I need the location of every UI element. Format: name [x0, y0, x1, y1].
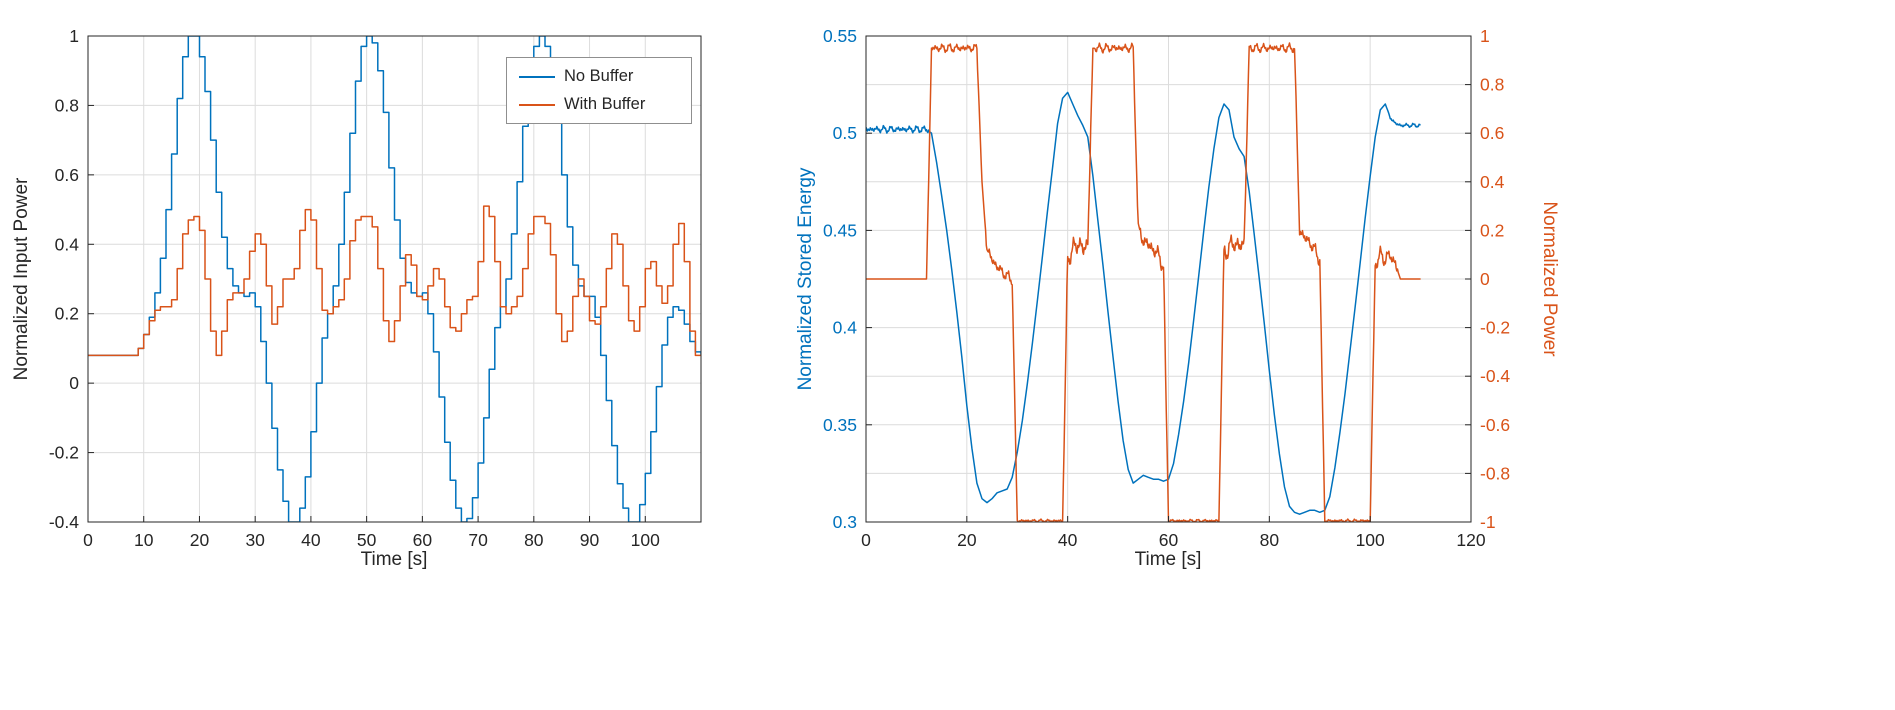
svg-text:60: 60 — [413, 530, 433, 550]
buffer-energy-power-chart: 0 20 40 60 80 100 120 0.3 0.35 0.4 0.45 0.5 0.55 -1 -0… — [760, 0, 1895, 600]
svg-text:80: 80 — [524, 530, 544, 550]
svg-text:0.5: 0.5 — [833, 123, 857, 143]
svg-text:80: 80 — [1260, 530, 1280, 550]
left-chart-xlabel: Time [s] — [360, 549, 428, 570]
svg-text:-0.6: -0.6 — [1480, 415, 1510, 435]
svg-text:-0.8: -0.8 — [1480, 463, 1510, 483]
svg-text:40: 40 — [1058, 530, 1078, 550]
svg-text:30: 30 — [245, 530, 265, 550]
input-power-plot-area: 0 10 20 30 40 50 60 70 80 90 100 -0.4 -0.2 0 0.2 0.4 0.6… — [49, 26, 702, 550]
no-buffer-legend-label: No Buffer — [564, 67, 634, 85]
left-chart-ylabel: Normalized Input Power — [11, 177, 32, 381]
svg-text:0.6: 0.6 — [55, 165, 79, 185]
right-chart-xlabel: Time [s] — [1134, 549, 1202, 570]
legend-entry-with-buffer: With Buffer — [519, 94, 683, 115]
svg-text:20: 20 — [190, 530, 210, 550]
svg-text:0: 0 — [1480, 269, 1490, 289]
right-chart-ylabel-right: Normalized Power — [1539, 201, 1560, 357]
svg-text:0.55: 0.55 — [823, 26, 857, 46]
svg-text:0.2: 0.2 — [55, 304, 79, 324]
svg-text:90: 90 — [580, 530, 600, 550]
svg-text:70: 70 — [468, 530, 488, 550]
svg-text:0.2: 0.2 — [1480, 220, 1504, 240]
svg-text:0.8: 0.8 — [1480, 75, 1504, 95]
svg-text:0: 0 — [83, 530, 93, 550]
svg-text:10: 10 — [134, 530, 154, 550]
svg-text:60: 60 — [1159, 530, 1179, 550]
svg-text:-0.2: -0.2 — [1480, 318, 1510, 338]
svg-text:-0.4: -0.4 — [49, 512, 79, 532]
right-chart-ylabel-left: Normalized Stored Energy — [795, 167, 816, 391]
svg-text:0.45: 0.45 — [823, 220, 857, 240]
svg-text:1: 1 — [1480, 26, 1490, 46]
svg-text:40: 40 — [301, 530, 321, 550]
svg-text:0: 0 — [69, 373, 79, 393]
with-buffer-legend-label: With Buffer — [564, 95, 646, 113]
svg-text:50: 50 — [357, 530, 377, 550]
svg-text:0.8: 0.8 — [55, 95, 79, 115]
svg-text:1: 1 — [69, 26, 79, 46]
svg-text:-0.4: -0.4 — [1480, 366, 1510, 386]
svg-text:0.35: 0.35 — [823, 415, 857, 435]
no-buffer-line-swatch — [519, 75, 555, 78]
svg-text:100: 100 — [1356, 530, 1385, 550]
input-power-chart: 0 10 20 30 40 50 60 70 80 90 100 -0.4 -0.2 0 0.2 0.4 0.6… — [0, 0, 760, 600]
svg-text:0: 0 — [861, 530, 871, 550]
svg-text:120: 120 — [1456, 530, 1485, 550]
with-buffer-line-swatch — [519, 103, 555, 106]
svg-text:0.3: 0.3 — [833, 512, 857, 532]
svg-text:0.4: 0.4 — [833, 318, 858, 338]
svg-text:0.6: 0.6 — [1480, 123, 1504, 143]
svg-text:20: 20 — [957, 530, 977, 550]
svg-text:-1: -1 — [1480, 512, 1496, 532]
legend: No Buffer With Buffer — [506, 57, 692, 124]
svg-text:100: 100 — [631, 530, 660, 550]
svg-text:-0.2: -0.2 — [49, 443, 79, 463]
legend-entry-no-buffer: No Buffer — [519, 66, 683, 87]
svg-text:0.4: 0.4 — [55, 234, 80, 254]
buffer-plot-area: 0 20 40 60 80 100 120 0.3 0.35 0.4 0.45 0.5 0.55 -1 -0… — [823, 26, 1510, 550]
svg-text:0.4: 0.4 — [1480, 172, 1505, 192]
